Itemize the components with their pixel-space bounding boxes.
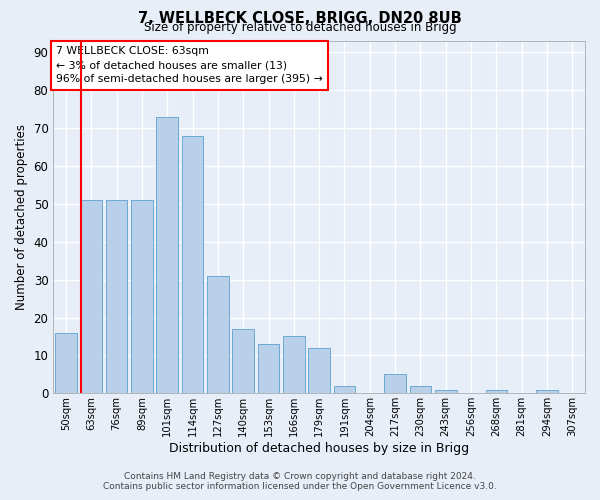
Bar bbox=[308, 348, 330, 394]
Bar bbox=[182, 136, 203, 394]
Bar bbox=[55, 332, 77, 394]
Bar bbox=[410, 386, 431, 394]
Y-axis label: Number of detached properties: Number of detached properties bbox=[15, 124, 28, 310]
Bar bbox=[80, 200, 102, 394]
Text: Contains HM Land Registry data © Crown copyright and database right 2024.
Contai: Contains HM Land Registry data © Crown c… bbox=[103, 472, 497, 491]
Bar bbox=[385, 374, 406, 394]
Bar bbox=[536, 390, 558, 394]
Bar bbox=[131, 200, 152, 394]
Bar bbox=[283, 336, 305, 394]
Text: 7 WELLBECK CLOSE: 63sqm
← 3% of detached houses are smaller (13)
96% of semi-det: 7 WELLBECK CLOSE: 63sqm ← 3% of detached… bbox=[56, 46, 323, 84]
X-axis label: Distribution of detached houses by size in Brigg: Distribution of detached houses by size … bbox=[169, 442, 469, 455]
Text: 7, WELLBECK CLOSE, BRIGG, DN20 8UB: 7, WELLBECK CLOSE, BRIGG, DN20 8UB bbox=[138, 11, 462, 26]
Bar bbox=[258, 344, 279, 394]
Bar bbox=[435, 390, 457, 394]
Bar bbox=[485, 390, 507, 394]
Bar bbox=[106, 200, 127, 394]
Bar bbox=[157, 117, 178, 394]
Text: Size of property relative to detached houses in Brigg: Size of property relative to detached ho… bbox=[143, 21, 457, 34]
Bar bbox=[334, 386, 355, 394]
Bar bbox=[207, 276, 229, 394]
Bar bbox=[232, 329, 254, 394]
